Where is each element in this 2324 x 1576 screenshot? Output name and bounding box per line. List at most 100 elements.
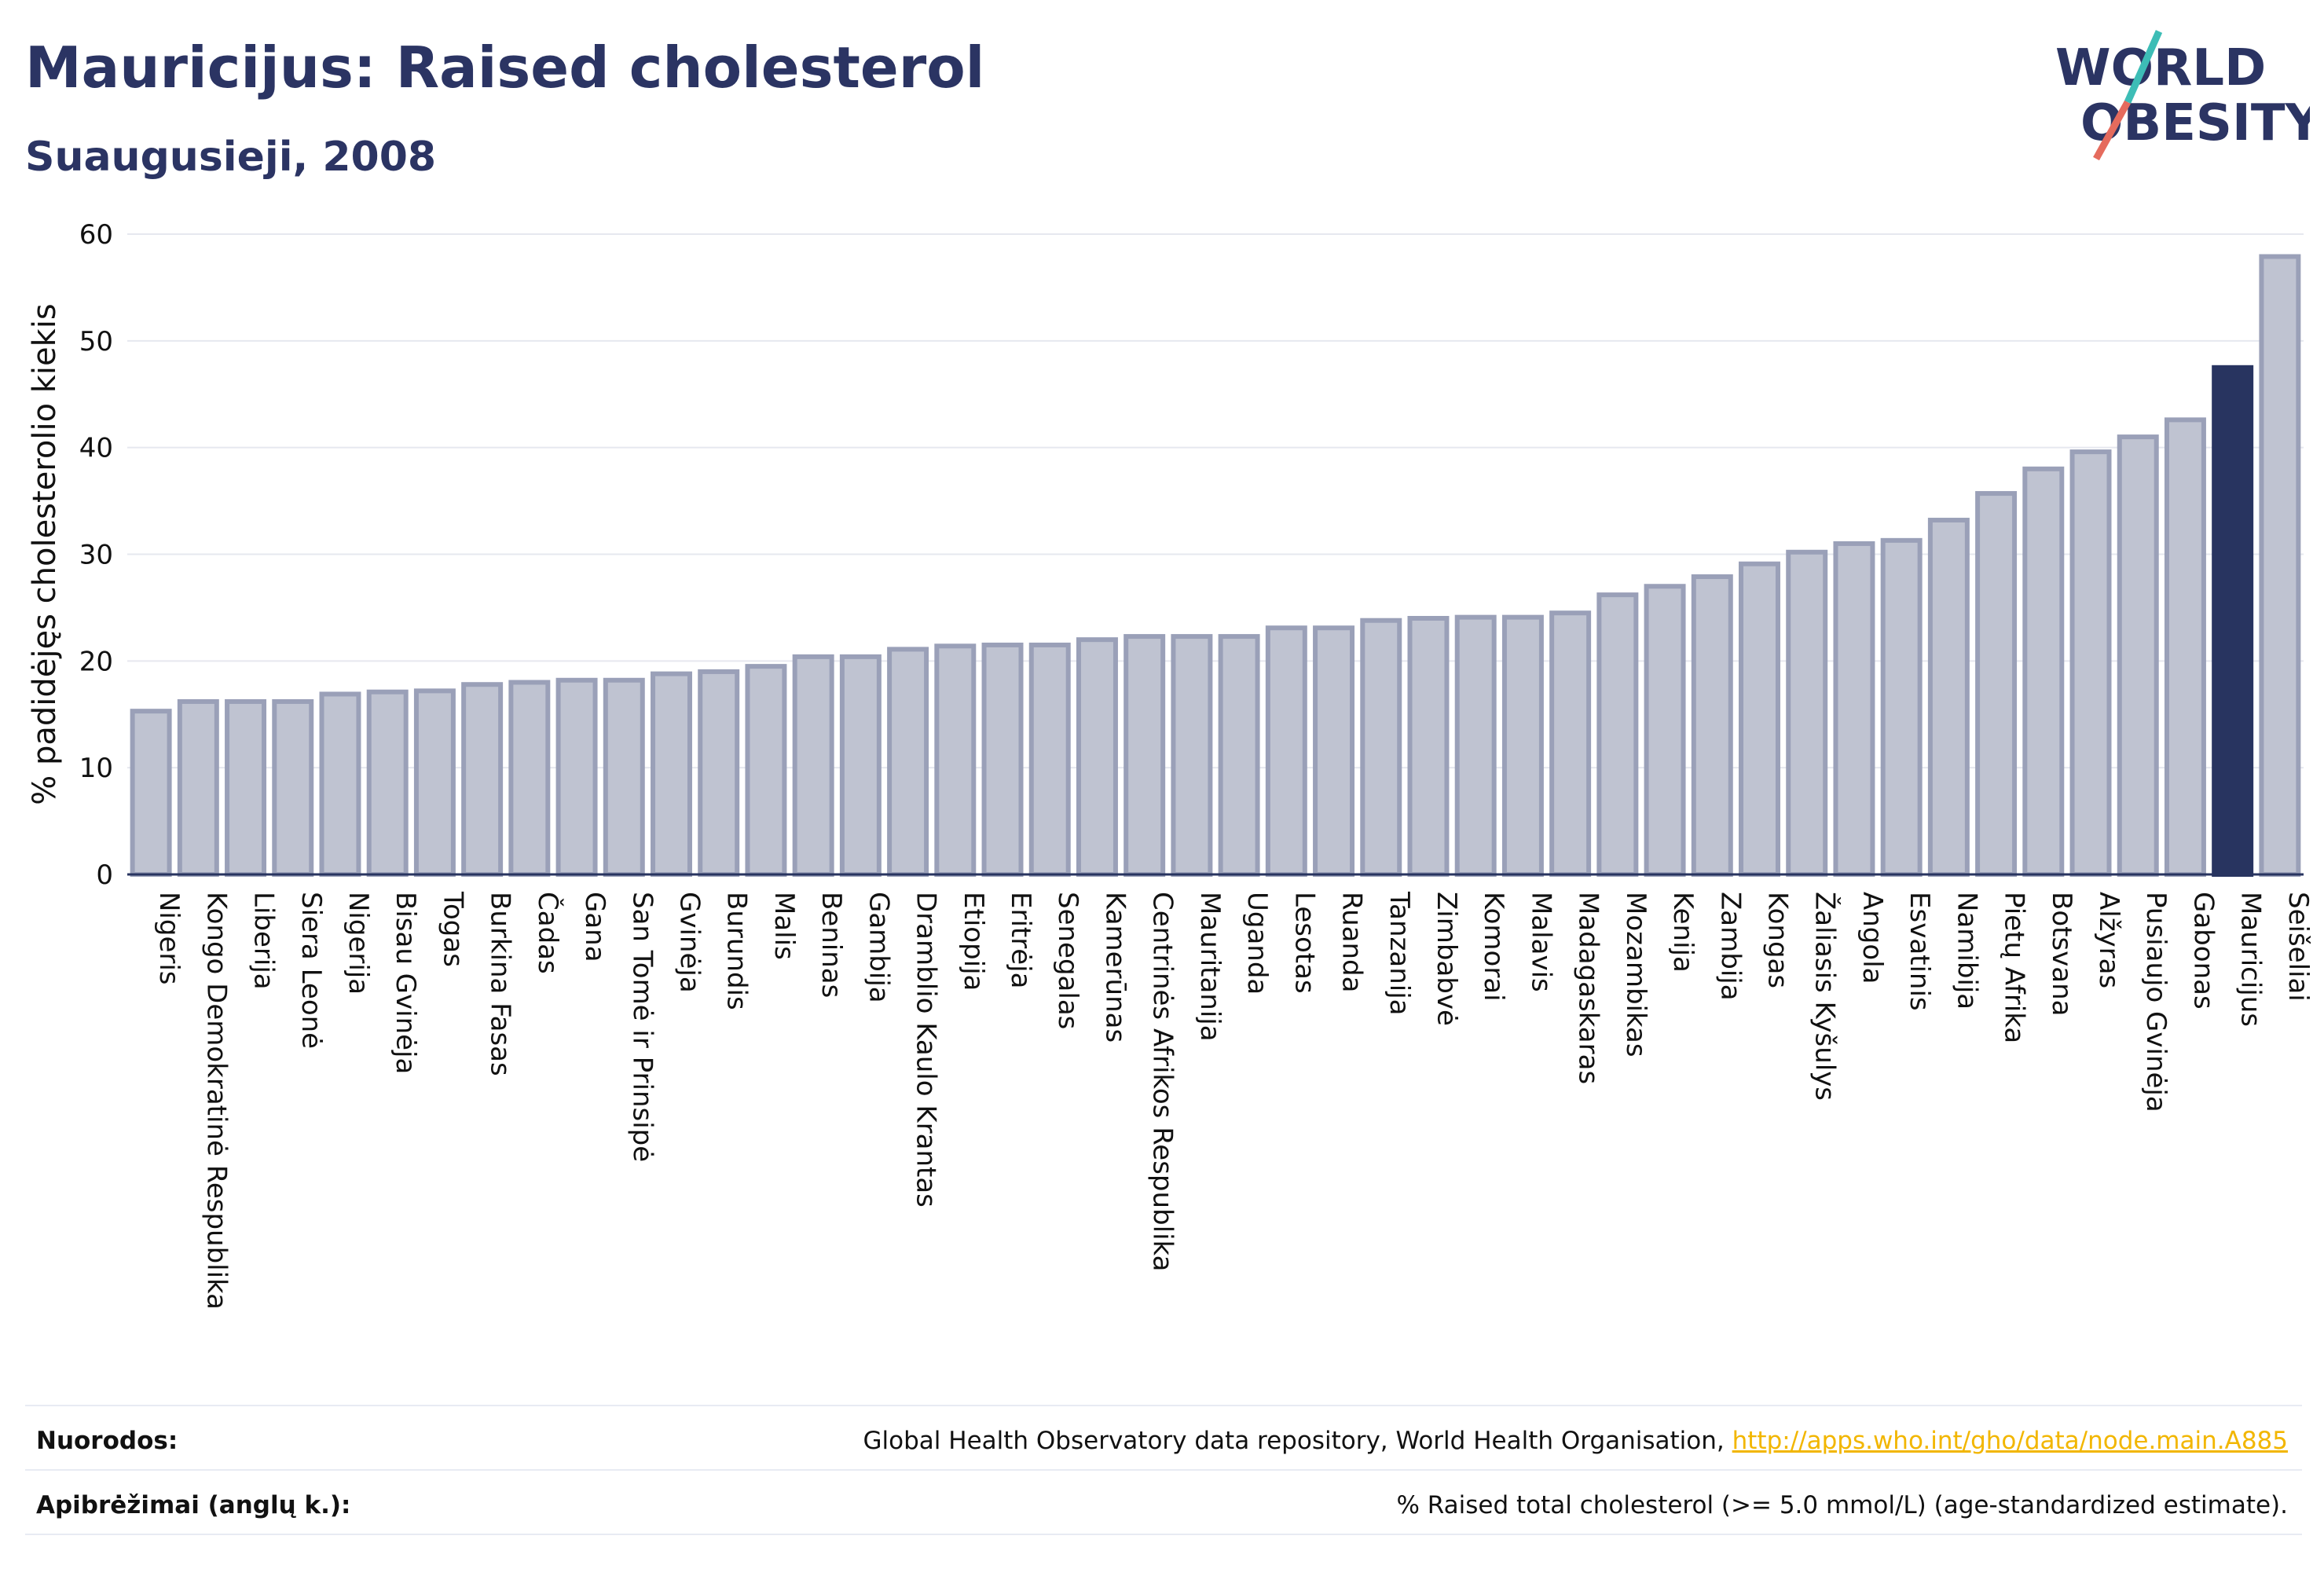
bar [1786, 549, 1828, 877]
bar [2069, 449, 2112, 877]
x-tick-label: Dramblio Kaulo Krantas [911, 892, 942, 1208]
bar [1454, 614, 1497, 877]
sources-label: Nuorodos: [36, 1427, 178, 1455]
y-tick-label: 0 [96, 859, 113, 891]
footer-divider-middle [25, 1469, 2302, 1471]
x-tick-label: Komorai [1478, 892, 1509, 1002]
x-tick-label: Angola [1857, 892, 1888, 984]
bar [1833, 541, 1875, 878]
bar [130, 709, 172, 877]
x-tick-label: Togas [437, 891, 468, 967]
x-tick-label: Žaliasis Kyšulys [1809, 892, 1842, 1101]
sources-link[interactable]: http://apps.who.int/gho/data/node.main.A… [1732, 1427, 2288, 1455]
y-tick-label: 50 [79, 326, 113, 357]
bar [177, 698, 219, 878]
bar [745, 664, 787, 877]
bar [319, 691, 361, 877]
bar [1644, 584, 1686, 877]
bar [1218, 634, 1260, 877]
x-tick-label: Gvinėja [674, 892, 706, 993]
footer-divider-top [25, 1405, 2302, 1406]
bar [981, 642, 1024, 877]
bar [225, 698, 267, 878]
definitions-label: Apibrėžimai (anglų k.): [36, 1491, 351, 1519]
x-tick-label: Eritrėja [1005, 892, 1036, 988]
logo-slash-teal [2124, 30, 2163, 104]
bar [1124, 634, 1166, 877]
bar [1691, 574, 1733, 878]
x-tick-label: Nigeris [153, 892, 185, 985]
x-tick-label: Tanzanija [1384, 891, 1415, 1015]
bar [651, 671, 692, 878]
page-title: Mauricijus: Raised cholesterol [25, 35, 985, 101]
x-tick-label: Centrinės Afrikos Respublika [1147, 892, 1178, 1271]
bar [2117, 434, 2159, 877]
x-tick-label: Zimbabvė [1431, 892, 1462, 1026]
bar [1407, 616, 1450, 877]
x-tick-label: Uganda [1241, 892, 1273, 995]
x-tick-label: Liberija [248, 892, 280, 990]
bar [792, 654, 834, 878]
bar [508, 680, 551, 877]
x-tick-label: Kenija [1667, 892, 1699, 973]
bar [1927, 518, 1970, 877]
y-tick-label: 20 [79, 646, 113, 677]
bar [1265, 625, 1307, 877]
page-subtitle: Suaugusieji, 2008 [25, 134, 437, 181]
footer-divider-bottom [25, 1534, 2302, 1535]
bar [1549, 610, 1592, 877]
x-tick-label: Beninas [816, 892, 847, 998]
x-tick-label: Ruanda [1336, 892, 1368, 992]
y-tick-label: 40 [79, 433, 113, 464]
logo-slash-coral [2093, 100, 2131, 161]
bar [1360, 618, 1402, 877]
bar [1501, 614, 1544, 877]
bar [366, 689, 409, 877]
x-tick-label: Burkina Fasas [485, 892, 516, 1076]
x-tick-label: Alžyras [2093, 892, 2124, 988]
y-axis-label: % padidėjęs cholesterolio kiekis [27, 303, 63, 805]
bar [2164, 417, 2206, 877]
x-tick-label: Nigerija [343, 892, 374, 995]
bar [698, 669, 740, 878]
x-tick-label: Mauricijus [2235, 892, 2267, 1027]
x-tick-label: Kongo Demokratinė Respublika [200, 892, 232, 1310]
x-tick-label: Kamerūnas [1099, 892, 1131, 1043]
bar [2259, 254, 2301, 877]
x-tick-label: Bisau Gvinėja [390, 892, 421, 1074]
x-tick-label: Malis [768, 892, 800, 960]
bar [887, 647, 929, 877]
x-tick-label: Malavis [1525, 892, 1556, 992]
x-tick-label: Burundis [721, 892, 753, 1010]
bar [461, 682, 504, 878]
x-tick-label: Lesotas [1288, 892, 1320, 994]
bar [1028, 642, 1071, 877]
x-tick-label: Pietų Afrika [1999, 892, 2030, 1043]
x-tick-label: Mozambikas [1620, 892, 1651, 1057]
x-tick-label: Gabonas [2187, 892, 2219, 1010]
logo-text-world: WORLD [2055, 39, 2266, 97]
x-tick-label: Esvatinis [1904, 892, 1935, 1011]
world-obesity-logo: WORLD OBESITY [2055, 30, 2310, 161]
bar [1076, 637, 1118, 878]
bar [2022, 466, 2065, 877]
bar [1739, 561, 1780, 877]
bar [1313, 625, 1355, 877]
x-tick-label: Senegalas [1052, 892, 1083, 1029]
x-tick-label: Botsvana [2046, 892, 2077, 1017]
bar [1975, 491, 2018, 877]
y-tick-label: 10 [79, 753, 113, 784]
bar [555, 677, 598, 877]
bar [2212, 365, 2254, 877]
x-tick-label: Madagaskaras [1573, 892, 1604, 1084]
bar [1880, 537, 1923, 877]
x-tick-label: Etiopija [958, 892, 989, 991]
x-tick-label: Čadas [532, 892, 564, 974]
bar [934, 643, 977, 877]
bar [1596, 592, 1639, 877]
bar [1171, 634, 1213, 877]
x-tick-label: Pusiaujo Gvinėja [2140, 892, 2172, 1112]
bar [413, 688, 456, 877]
x-tick-label: Zambija [1714, 892, 1746, 1001]
x-tick-label: Kongas [1762, 892, 1794, 988]
